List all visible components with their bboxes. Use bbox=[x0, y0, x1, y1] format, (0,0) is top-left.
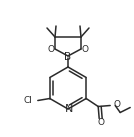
Text: O: O bbox=[113, 100, 120, 109]
Text: B: B bbox=[64, 52, 72, 62]
Text: O: O bbox=[47, 45, 54, 54]
Text: O: O bbox=[82, 45, 89, 54]
Text: O: O bbox=[97, 118, 104, 127]
Text: N: N bbox=[65, 104, 73, 114]
Text: Cl: Cl bbox=[24, 96, 33, 105]
